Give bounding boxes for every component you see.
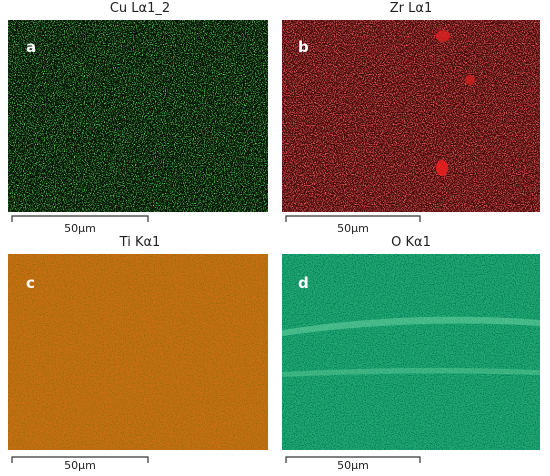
map-noise: [8, 20, 268, 212]
streak: [282, 316, 540, 336]
hotspot: [436, 160, 448, 176]
scale-label: 50μm: [64, 459, 96, 472]
hotspot: [465, 75, 475, 85]
scale-label: 50μm: [64, 222, 96, 235]
map-noise: [282, 254, 540, 450]
map-noise: [8, 254, 268, 450]
streak: [282, 367, 540, 377]
scale-label: 50μm: [337, 459, 369, 472]
panel-label: c: [26, 274, 35, 292]
panel-label: a: [26, 38, 36, 56]
panel-label: b: [298, 38, 309, 56]
panel: Ti Kα1 c 50μm: [8, 235, 268, 472]
scale-bar: [285, 456, 421, 463]
map-noise: [282, 20, 540, 212]
hotspot: [436, 30, 450, 42]
panel: Cu Lα1_2 a 50μm: [8, 1, 268, 235]
panel: Zr Lα1 b 50μm: [282, 1, 540, 235]
scale-bar: [11, 215, 149, 222]
scale-bar: [285, 215, 421, 222]
panel-title: Cu Lα1_2: [110, 1, 170, 16]
panel: O Kα1 d 50μm: [282, 235, 540, 472]
panel-title: Ti Kα1: [119, 235, 161, 250]
scale-bar: [11, 456, 149, 463]
panel-label: d: [298, 274, 309, 292]
scale-label: 50μm: [337, 222, 369, 235]
panel-title: O Kα1: [391, 235, 431, 250]
panel-title: Zr Lα1: [390, 1, 432, 16]
